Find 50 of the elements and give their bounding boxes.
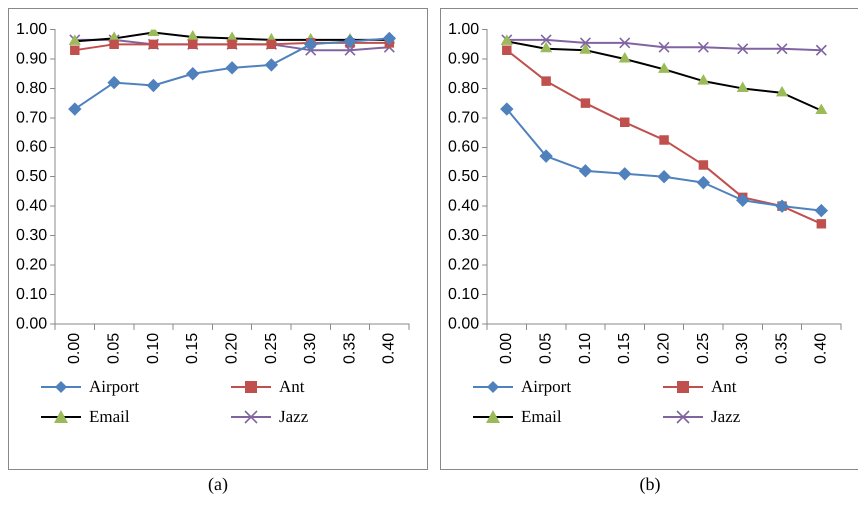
y-tick-label: 0.20 — [16, 256, 48, 274]
x-tick-label: 0.10 — [576, 332, 594, 364]
x-tick-label: 0.15 — [616, 332, 634, 364]
x-tick-label: 0.35 — [341, 332, 358, 364]
y-tick-label: 0.40 — [16, 198, 48, 215]
legend-label: Jazz — [711, 407, 740, 427]
y-tick-label: 0.50 — [448, 168, 480, 186]
legend-label: Ant — [711, 377, 736, 397]
legend-label: Email — [521, 407, 562, 427]
legend-label: Jazz — [279, 407, 308, 427]
y-tick-label: 1.00 — [16, 21, 48, 38]
y-tick-label: 0.80 — [448, 80, 480, 97]
y-tick-label: 0.40 — [448, 198, 480, 215]
y-tick-label: 0.90 — [448, 50, 480, 68]
x-tick-label: 0.40 — [380, 332, 398, 364]
x-tick-label: 0.20 — [655, 332, 672, 364]
x-tick-label: 0.00 — [498, 332, 516, 364]
y-tick-label: 0.10 — [448, 286, 480, 303]
y-tick-label: 0.60 — [16, 138, 48, 156]
x-tick-label: 0.10 — [144, 332, 162, 364]
y-tick-label: 0.90 — [16, 50, 48, 68]
y-tick-label: 0.30 — [448, 226, 480, 244]
y-tick-label: 0.80 — [16, 80, 48, 97]
x-tick-label: 0.30 — [734, 332, 752, 364]
y-tick-label: 0.00 — [16, 315, 48, 332]
x-tick-label: 0.05 — [106, 332, 123, 364]
x-tick-label: 0.25 — [694, 332, 712, 364]
legend-label: Ant — [279, 377, 304, 397]
y-tick-label: 0.60 — [448, 138, 480, 156]
y-tick-label: 0.00 — [448, 315, 480, 332]
x-tick-label: 0.15 — [184, 332, 202, 364]
legend-label: Email — [89, 407, 130, 427]
x-tick-label: 0.00 — [66, 332, 84, 364]
text: (a) — [207, 474, 229, 495]
x-tick-label: 0.40 — [812, 332, 830, 364]
x-tick-label: 0.25 — [262, 332, 280, 364]
y-tick-label: 0.50 — [16, 168, 48, 186]
legend-label: Airport — [89, 377, 140, 397]
legend-label: Airport — [521, 377, 572, 397]
y-tick-label: 0.70 — [448, 109, 480, 126]
y-tick-label: 0.10 — [16, 286, 48, 303]
y-tick-label: 0.30 — [16, 226, 48, 244]
text: (b) — [638, 474, 662, 495]
x-tick-label: 0.30 — [302, 332, 320, 364]
y-tick-label: 0.70 — [16, 109, 48, 126]
x-tick-label: 0.05 — [538, 332, 555, 364]
x-tick-label: 0.20 — [223, 332, 240, 364]
x-tick-label: 0.35 — [773, 332, 790, 364]
y-tick-label: 0.20 — [448, 256, 480, 274]
y-tick-label: 1.00 — [448, 21, 480, 38]
